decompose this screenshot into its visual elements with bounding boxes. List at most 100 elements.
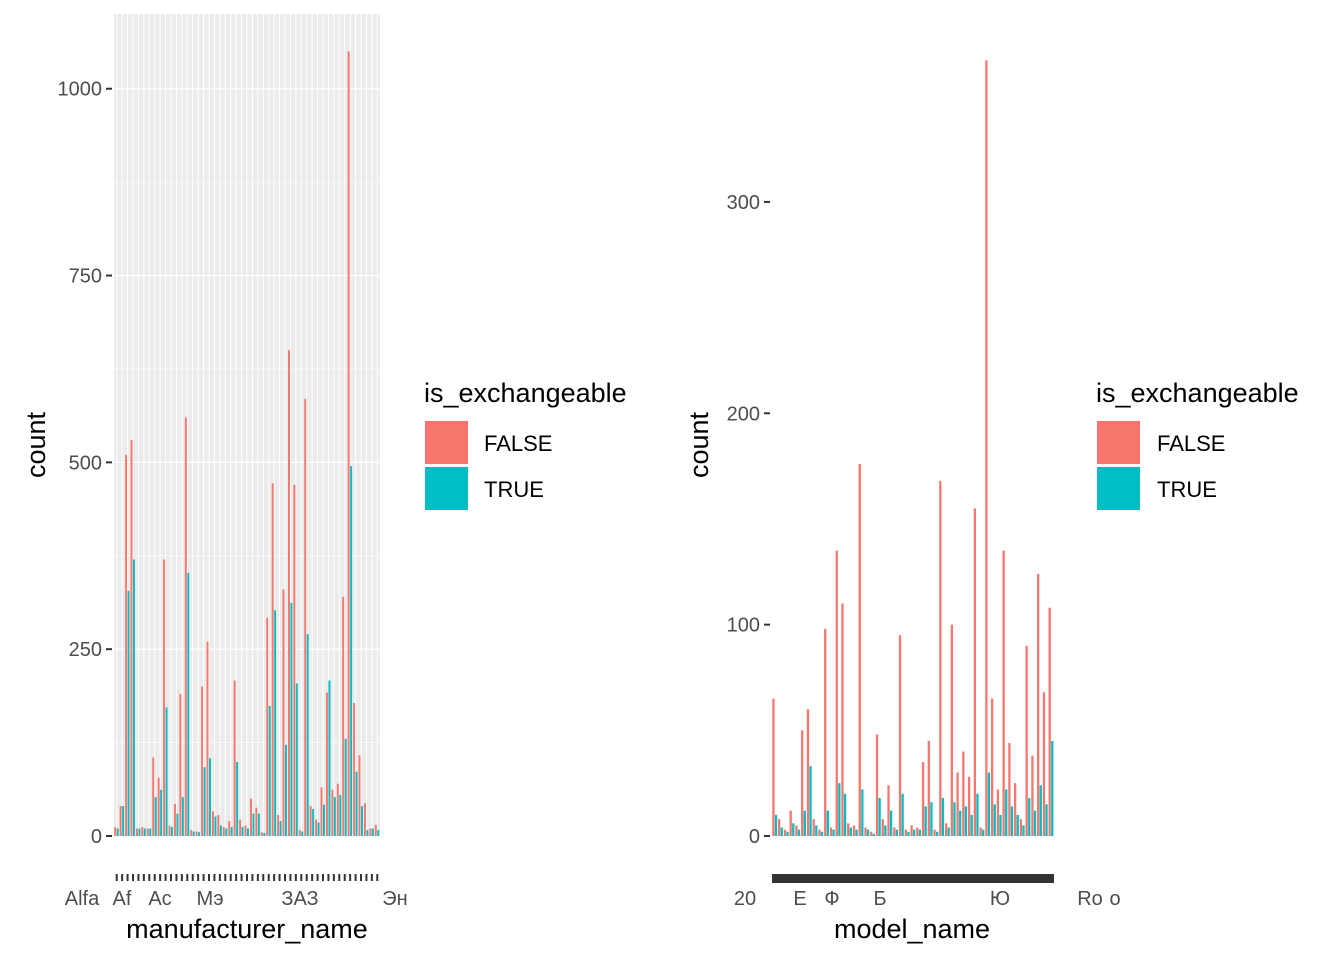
bar-true-40 [333, 797, 336, 836]
x-tick-label: о [1109, 888, 1120, 910]
bar-true-19 [884, 825, 887, 836]
bar-true-15 [198, 832, 201, 836]
left-legend-label-false: FALSE [484, 431, 552, 456]
bar-false-7 [812, 819, 815, 836]
bar-true-6 [809, 766, 812, 836]
bar-true-41 [339, 794, 342, 836]
left-y-axis: 0 250 500 750 1000 [58, 79, 112, 848]
bar-true-27 [930, 802, 933, 836]
bar-true-21 [895, 829, 899, 836]
y-tick-label: 750 [69, 266, 102, 288]
bar-false-11 [173, 803, 176, 836]
bar-true-38 [323, 804, 325, 836]
bar-false-10 [829, 827, 833, 836]
bar-true-0 [116, 828, 119, 836]
bar-false-26 [255, 807, 258, 836]
right-x-axis: 20 Е Ф Б Ю Ro о [734, 888, 1121, 910]
bar-true-32 [959, 810, 962, 836]
right-legend-key-false [1097, 421, 1140, 464]
bar-false-27 [260, 832, 263, 836]
bar-false-33 [962, 751, 965, 836]
bar-false-48 [1048, 607, 1051, 836]
bar-false-39 [325, 692, 328, 836]
bar-false-9 [163, 559, 166, 836]
right-legend-label-true: TRUE [1157, 477, 1217, 502]
bar-true-35 [306, 634, 309, 836]
bar-true-16 [203, 767, 206, 836]
bar-true-43 [1022, 825, 1025, 836]
bar-false-15 [858, 464, 861, 836]
left-bars [114, 51, 380, 837]
bar-false-30 [944, 823, 948, 836]
bar-true-30 [279, 821, 282, 836]
bar-true-43 [350, 466, 353, 836]
bar-false-46 [363, 803, 366, 836]
bar-false-21 [228, 821, 231, 836]
bar-true-3 [133, 559, 135, 836]
bar-false-5 [141, 827, 144, 836]
bar-true-33 [964, 806, 968, 836]
bar-false-2 [783, 829, 787, 836]
right-x-axis-title: model_name [834, 914, 990, 944]
bar-false-18 [875, 734, 879, 836]
bar-true-29 [274, 610, 277, 836]
bar-false-12 [841, 603, 844, 836]
bar-true-32 [290, 602, 293, 836]
bar-false-25 [249, 798, 252, 836]
bar-false-44 [1025, 645, 1028, 836]
bar-true-26 [257, 813, 260, 836]
bar-true-27 [263, 833, 266, 836]
bar-true-11 [176, 813, 179, 836]
bar-false-29 [271, 483, 274, 836]
bar-false-48 [374, 824, 377, 836]
x-tick-label: Аf [113, 888, 132, 910]
y-tick-label: 300 [727, 192, 760, 214]
right-legend-title: is_exchangeable [1096, 378, 1299, 408]
bar-false-13 [847, 823, 850, 836]
bar-false-38 [990, 698, 994, 836]
bar-true-16 [866, 829, 870, 836]
bar-true-41 [1010, 806, 1014, 836]
bar-true-13 [849, 827, 852, 836]
x-tick-label: Эн [382, 888, 407, 910]
bar-false-8 [818, 829, 821, 836]
bar-false-23 [904, 829, 907, 836]
bar-false-12 [179, 694, 182, 836]
bar-false-36 [309, 806, 312, 836]
bar-false-14 [852, 825, 856, 836]
bar-false-0 [772, 698, 775, 836]
left-legend-key-true [425, 467, 468, 510]
bar-true-14 [855, 829, 858, 836]
bar-false-20 [887, 785, 890, 836]
bar-true-4 [138, 828, 141, 836]
left-gridlines [114, 14, 380, 837]
bar-true-44 [1028, 797, 1031, 836]
bar-false-39 [996, 789, 1000, 836]
bar-true-48 [1051, 740, 1054, 836]
bar-false-41 [1008, 743, 1011, 836]
bar-true-5 [143, 828, 146, 836]
bar-false-36 [979, 827, 982, 836]
bar-false-37 [315, 819, 318, 836]
y-tick-label: 200 [727, 403, 760, 425]
bar-false-31 [282, 589, 285, 836]
bar-false-32 [287, 350, 290, 836]
bar-false-38 [320, 787, 323, 836]
right-x-tick-band [772, 874, 1054, 883]
bar-false-29 [939, 480, 942, 836]
y-tick-label: 500 [69, 452, 102, 474]
bar-false-35 [304, 398, 307, 836]
right-legend-label-false: FALSE [1157, 431, 1225, 456]
bar-false-11 [835, 550, 838, 836]
x-tick-label: Ac [148, 888, 171, 910]
bar-true-42 [1016, 814, 1019, 836]
x-tick-label: Ф [824, 888, 839, 910]
bar-true-7 [815, 825, 818, 836]
bar-true-24 [913, 829, 916, 836]
bar-true-18 [214, 816, 217, 836]
bar-false-20 [222, 827, 225, 836]
bar-false-1 [778, 819, 781, 836]
bar-false-4 [795, 825, 798, 836]
bar-true-4 [797, 829, 801, 836]
